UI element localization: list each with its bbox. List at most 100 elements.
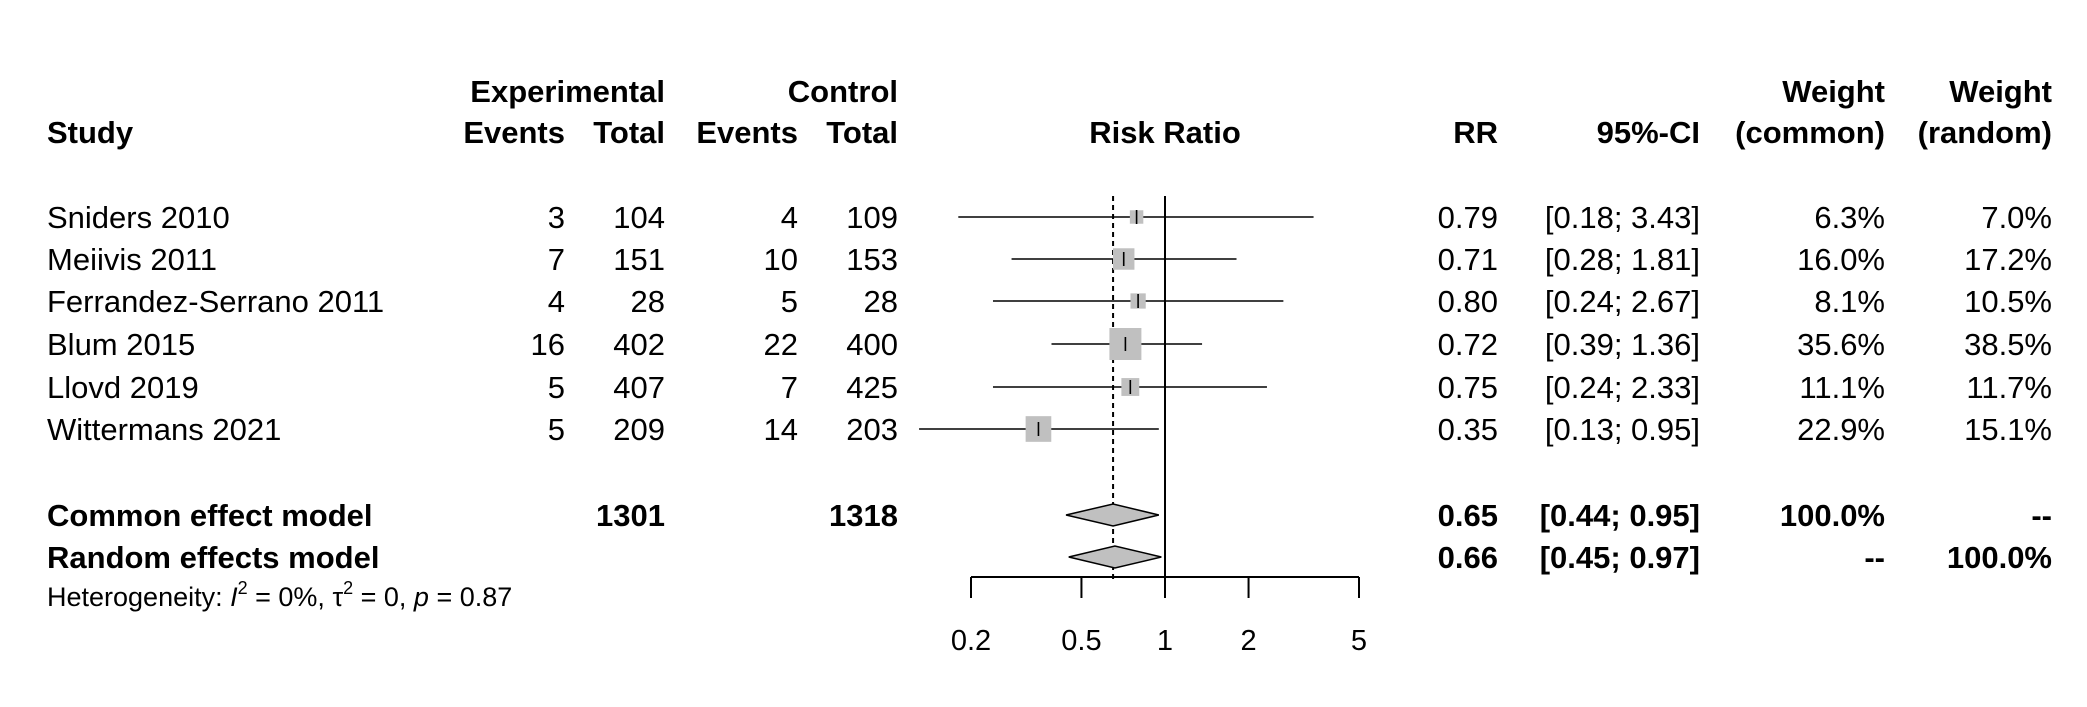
- study-w-common: 16.0%: [1797, 242, 1885, 277]
- summary-diamond: [1065, 503, 1159, 527]
- study-rr-text: 0.71: [1438, 242, 1498, 277]
- header-weight-common: (common): [1735, 115, 1885, 150]
- study-exp-events: 4: [548, 284, 565, 319]
- study-name: Meiivis 2011: [47, 242, 217, 277]
- study-ctl-total: 203: [846, 412, 898, 447]
- study-exp-events: 5: [548, 370, 565, 405]
- study-w-random: 15.1%: [1964, 412, 2052, 447]
- column-headers: Experimental Control Weight Weight Study…: [47, 74, 2052, 150]
- study-exp-events: 7: [548, 242, 565, 277]
- study-ci-text: [0.39; 1.36]: [1545, 327, 1700, 362]
- study-exp-events: 16: [531, 327, 565, 362]
- header-rr: RR: [1453, 115, 1498, 150]
- study-ctl-total: 153: [846, 242, 898, 277]
- study-name: Blum 2015: [47, 327, 195, 362]
- study-w-random: 7.0%: [1981, 200, 2052, 235]
- summary-w-common: 100.0%: [1780, 498, 1885, 533]
- study-row: Blum 2015 16 402 22 400 0.72 [0.39; 1.36] 35.6%…: [47, 327, 2052, 362]
- study-w-random: 38.5%: [1964, 327, 2052, 362]
- study-exp-total: 209: [613, 412, 665, 447]
- study-ctl-events: 22: [764, 327, 798, 362]
- x-tick-label: 0.5: [1061, 625, 1101, 657]
- header-exp-events: Events: [463, 115, 565, 150]
- study-rr-text: 0.80: [1438, 284, 1498, 319]
- header-study: Study: [47, 115, 134, 150]
- x-tick-label: 5: [1351, 625, 1367, 657]
- study-w-common: 6.3%: [1814, 200, 1885, 235]
- study-w-common: 35.6%: [1797, 327, 1885, 362]
- study-w-common: 8.1%: [1814, 284, 1885, 319]
- header-weight-random: (random): [1918, 115, 2052, 150]
- study-ci-text: [0.24; 2.67]: [1545, 284, 1700, 319]
- study-row: Meiivis 2011 7 151 10 153 0.71 [0.28; 1.81] 16.…: [47, 242, 2052, 277]
- study-exp-total: 407: [613, 370, 665, 405]
- study-ci-text: [0.28; 1.81]: [1545, 242, 1700, 277]
- summary-diamond: [1068, 545, 1162, 569]
- study-rr-text: 0.79: [1438, 200, 1498, 235]
- study-ctl-events: 5: [781, 284, 798, 319]
- study-exp-events: 3: [548, 200, 565, 235]
- header-exp-total: Total: [593, 115, 665, 150]
- study-ctl-events: 14: [764, 412, 798, 447]
- summary-ci-text: [0.44; 0.95]: [1540, 498, 1700, 533]
- study-exp-total: 104: [613, 200, 665, 235]
- x-tick-label: 0.2: [951, 625, 991, 657]
- header-experimental: Experimental: [470, 74, 665, 109]
- study-rr-text: 0.72: [1438, 327, 1498, 362]
- study-ctl-total: 109: [846, 200, 898, 235]
- study-exp-total: 28: [631, 284, 665, 319]
- summary-rr-text: 0.66: [1438, 540, 1498, 575]
- summary-rr-text: 0.65: [1438, 498, 1498, 533]
- summary-row: Random effects model 0.66 [0.45; 0.97] -- 10…: [47, 540, 2052, 575]
- study-ctl-events: 4: [781, 200, 798, 235]
- x-tick-label: 1: [1157, 625, 1173, 657]
- header-weight-common-1: Weight: [1782, 74, 1885, 109]
- study-w-common: 11.1%: [1799, 370, 1885, 405]
- heterogeneity-text: Heterogeneity: I2 = 0%, τ2 = 0, p = 0.87: [47, 578, 512, 612]
- study-rr-text: 0.75: [1438, 370, 1498, 405]
- study-row: Llovd 2019 5 407 7 425 0.75 [0.24; 2.33] 11.1% 1…: [47, 370, 2052, 405]
- header-control: Control: [788, 74, 898, 109]
- study-exp-total: 402: [613, 327, 665, 362]
- study-name: Wittermans 2021: [47, 412, 281, 447]
- header-weight-random-1: Weight: [1949, 74, 2052, 109]
- summary-rows: Common effect model 1301 1318 0.65 [0.44; 0.…: [47, 498, 2052, 575]
- study-w-random: 11.7%: [1966, 370, 2052, 405]
- study-name: Sniders 2010: [47, 200, 230, 235]
- study-name: Ferrandez-Serrano 2011: [47, 284, 384, 319]
- summary-w-common: --: [1864, 540, 1885, 575]
- x-tick-label: 2: [1240, 625, 1256, 657]
- study-ctl-total: 28: [864, 284, 898, 319]
- study-name: Llovd 2019: [47, 370, 199, 405]
- header-ctl-total: Total: [826, 115, 898, 150]
- plot-area: 0.2 0.5 1 2 5: [919, 196, 1367, 657]
- study-ctl-total: 400: [846, 327, 898, 362]
- summary-row: Common effect model 1301 1318 0.65 [0.44; 0.…: [47, 498, 2052, 533]
- study-ci-text: [0.13; 0.95]: [1545, 412, 1700, 447]
- study-ctl-events: 7: [781, 370, 798, 405]
- summary-name: Random effects model: [47, 540, 379, 575]
- study-ctl-total: 425: [846, 370, 898, 405]
- study-row: Wittermans 2021 5 209 14 203 0.35 [0.13; 0.95]…: [47, 412, 2052, 447]
- study-ci-text: [0.18; 3.43]: [1545, 200, 1700, 235]
- study-ctl-events: 10: [764, 242, 798, 277]
- study-exp-events: 5: [548, 412, 565, 447]
- study-ci-text: [0.24; 2.33]: [1545, 370, 1700, 405]
- study-w-random: 10.5%: [1964, 284, 2052, 319]
- study-exp-total: 151: [613, 242, 665, 277]
- summary-name: Common effect model: [47, 498, 373, 533]
- study-row: Sniders 2010 3 104 4 109 0.79 [0.18; 3.43] 6.3%…: [47, 200, 2052, 235]
- header-risk-ratio: Risk Ratio: [1089, 115, 1241, 150]
- summary-ci-text: [0.45; 0.97]: [1540, 540, 1700, 575]
- summary-w-random: 100.0%: [1947, 540, 2052, 575]
- study-row: Ferrandez-Serrano 2011 4 28 5 28 0.80 [0.24; 2…: [47, 284, 2052, 319]
- study-rows: Sniders 2010 3 104 4 109 0.79 [0.18; 3.43] 6.3%…: [47, 200, 2052, 447]
- summary-exp-total: 1301: [596, 498, 665, 533]
- study-w-random: 17.2%: [1964, 242, 2052, 277]
- study-rr-text: 0.35: [1438, 412, 1498, 447]
- header-ci: 95%-CI: [1597, 115, 1700, 150]
- study-w-common: 22.9%: [1797, 412, 1885, 447]
- summary-w-random: --: [2031, 498, 2052, 533]
- header-ctl-events: Events: [696, 115, 798, 150]
